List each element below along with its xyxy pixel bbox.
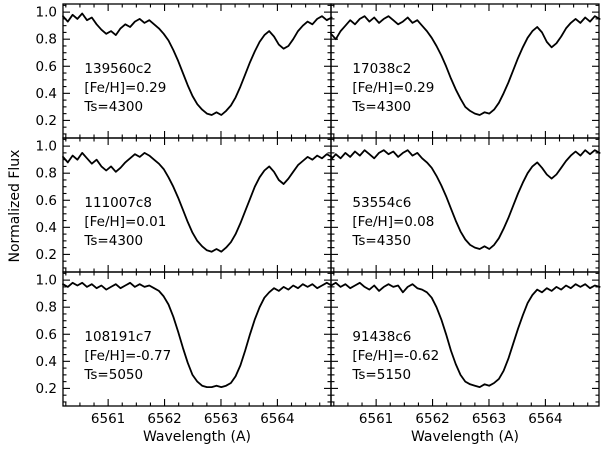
panel-star-id: 139560c2 <box>84 61 152 77</box>
y-tick-label: 0.2 <box>36 247 57 263</box>
y-tick-label: 0.4 <box>36 354 57 370</box>
panel-feh-label: [Fe/H]=0.29 <box>84 80 166 96</box>
panel-17038c2: 17038c2 [Fe/H]=0.29 Ts=4300 <box>330 3 601 139</box>
y-tick-label: 0.4 <box>36 86 57 102</box>
panel-111007c8: 111007c8 [Fe/H]=0.01 Ts=4300 1.0 0.8 0.6 0.4 0.… <box>36 137 333 273</box>
y-tick-label: 1.0 <box>36 273 57 289</box>
y-tick-label: 0.8 <box>36 300 57 316</box>
x-tick-label: 6562 <box>147 411 181 427</box>
panel-star-id: 111007c8 <box>84 195 152 211</box>
panel-feh-label: [Fe/H]=0.08 <box>352 214 434 230</box>
spectrum-line-53554c6 <box>330 149 601 250</box>
y-tick-label: 1.0 <box>36 139 57 155</box>
panel-ts-label: Ts=4300 <box>351 99 411 115</box>
y-tick-label: 0.2 <box>36 381 57 397</box>
panel-star-id: 17038c2 <box>352 61 411 77</box>
y-tick-label: 0.6 <box>36 59 57 75</box>
spectrum-line-139560c2 <box>62 12 333 116</box>
x-tick-label: 6563 <box>204 411 238 427</box>
panel-feh-label: [Fe/H]=-0.62 <box>352 348 439 364</box>
panel-feh-label: [Fe/H]=-0.77 <box>84 348 171 364</box>
panel-139560c2: 139560c2 [Fe/H]=0.29 Ts=4300 1.0 0.8 0.6 0.4 0.… <box>36 3 333 139</box>
panel-frame <box>330 271 600 407</box>
x-tick-label: 6563 <box>472 411 506 427</box>
panel-ts-label: Ts=5150 <box>351 367 411 383</box>
x-axis-label-left-column: Wavelength (A) <box>142 429 251 445</box>
panel-ts-label: Ts=5050 <box>83 367 143 383</box>
x-tick-label: 6564 <box>528 411 562 427</box>
panel-feh-label: [Fe/H]=0.29 <box>352 80 434 96</box>
y-tick-label: 0.8 <box>36 32 57 48</box>
y-tick-label: 0.4 <box>36 220 57 236</box>
panel-star-id: 91438c6 <box>352 329 411 345</box>
y-tick-label: 0.2 <box>36 113 57 129</box>
y-tick-label: 0.8 <box>36 166 57 182</box>
spectrum-line-108191c7 <box>62 281 333 389</box>
x-tick-label: 6564 <box>260 411 294 427</box>
x-tick-label: 6561 <box>359 411 393 427</box>
panel-star-id: 108191c7 <box>84 329 152 345</box>
panel-ts-label: Ts=4300 <box>83 99 143 115</box>
panel-91438c6: 91438c6 [Fe/H]=-0.62 Ts=5150 6561 6562 6563 65… <box>330 271 601 427</box>
x-tick-label: 6561 <box>91 411 125 427</box>
x-axis-label-right-column: Wavelength (A) <box>410 429 519 445</box>
panel-108191c7: 108191c7 [Fe/H]=-0.77 Ts=5050 1.0 0.8 0.6 0.4 0… <box>36 271 333 427</box>
panel-ts-label: Ts=4300 <box>83 233 143 249</box>
spectrum-line-17038c2 <box>330 15 601 116</box>
panel-star-id: 53554c6 <box>352 195 411 211</box>
panel-53554c6: 53554c6 [Fe/H]=0.08 Ts=4350 <box>330 137 601 273</box>
spectrum-line-91438c6 <box>330 281 601 389</box>
y-tick-label: 0.6 <box>36 327 57 343</box>
y-tick-label: 1.0 <box>36 5 57 21</box>
spectrum-line-111007c8 <box>62 151 333 253</box>
y-tick-label: 0.6 <box>36 193 57 209</box>
panel-feh-label: [Fe/H]=0.01 <box>84 214 166 230</box>
panel-ts-label: Ts=4350 <box>351 233 411 249</box>
x-tick-label: 6562 <box>415 411 449 427</box>
